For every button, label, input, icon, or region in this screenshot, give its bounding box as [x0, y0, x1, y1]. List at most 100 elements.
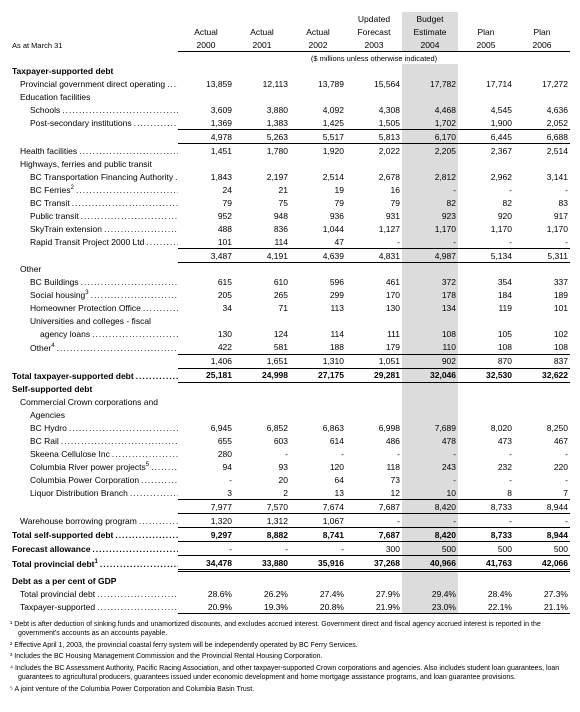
col-header-year: 2002	[290, 38, 346, 52]
value-cell: 114	[234, 235, 290, 249]
value-cell: 71	[234, 302, 290, 315]
value-cell: 1,310	[290, 354, 346, 368]
value-cell: 3,487	[178, 249, 234, 263]
value-cell: 79	[290, 196, 346, 209]
col-header-l2: Plan	[458, 25, 514, 38]
value-cell: 13	[290, 486, 346, 500]
value-cell: 1,505	[346, 116, 402, 130]
value-cell: 134	[402, 302, 458, 315]
value-cell: 8,944	[514, 528, 570, 542]
value-cell: 120	[290, 460, 346, 473]
value-cell: -	[402, 447, 458, 460]
value-cell: 2,052	[514, 116, 570, 130]
value-cell: -	[514, 473, 570, 486]
value-cell: 6,445	[458, 130, 514, 144]
value-cell: 21.1%	[514, 600, 570, 614]
row-label: Columbia River power projects5	[10, 460, 178, 473]
value-cell: 902	[402, 354, 458, 368]
value-cell: 4,092	[290, 103, 346, 116]
value-cell: 83	[514, 196, 570, 209]
col-header-l1	[290, 12, 346, 25]
value-cell: 188	[290, 341, 346, 355]
value-cell: 4,545	[458, 103, 514, 116]
value-cell: 6,852	[234, 421, 290, 434]
value-cell: 205	[178, 289, 234, 302]
value-cell: 27.9%	[346, 587, 402, 600]
value-cell: -	[234, 542, 290, 556]
value-cell: -	[458, 514, 514, 528]
col-header-year: 2006	[514, 38, 570, 52]
value-cell: 473	[458, 434, 514, 447]
value-cell: -	[290, 447, 346, 460]
value-cell: 5,813	[346, 130, 402, 144]
value-cell: 500	[402, 542, 458, 556]
value-cell: 24,998	[234, 368, 290, 382]
value-cell: 12,113	[234, 77, 290, 90]
value-cell: 1,843	[178, 170, 234, 183]
value-cell: 7,687	[346, 528, 402, 542]
value-cell: 130	[346, 302, 402, 315]
footnote: ² Effective April 1, 2003, the provincia…	[10, 641, 570, 650]
row-label: Other4	[10, 341, 178, 355]
value-cell: -	[402, 473, 458, 486]
col-header-year: 2003	[346, 38, 402, 52]
value-cell: 6,998	[346, 421, 402, 434]
row-label: BC Rail	[10, 434, 178, 447]
value-cell: 5,263	[234, 130, 290, 144]
value-cell: 500	[514, 542, 570, 556]
subsection-label: Education facilities	[10, 90, 178, 103]
value-cell: 4,831	[346, 249, 402, 263]
value-cell: 4,978	[178, 130, 234, 144]
value-cell: 581	[234, 341, 290, 355]
col-header-year: 2005	[458, 38, 514, 52]
value-cell: -	[458, 183, 514, 196]
value-cell: 2,205	[402, 144, 458, 158]
value-cell: 13,789	[290, 77, 346, 90]
value-cell: 1,044	[290, 222, 346, 235]
value-cell: 93	[234, 460, 290, 473]
subsection-label: Highways, ferries and public transit	[10, 157, 178, 170]
row-label: Health facilities	[10, 144, 178, 158]
value-cell: 243	[402, 460, 458, 473]
value-cell: 923	[402, 209, 458, 222]
value-cell: 8,250	[514, 421, 570, 434]
value-cell: 114	[290, 328, 346, 341]
value-cell: 1,320	[178, 514, 234, 528]
value-cell: 6,688	[514, 130, 570, 144]
value-cell: 836	[234, 222, 290, 235]
value-cell: -	[514, 447, 570, 460]
col-header-l2: Actual	[290, 25, 346, 38]
col-header-l1: Budget	[402, 12, 458, 25]
value-cell: 5,134	[458, 249, 514, 263]
value-cell: 24	[178, 183, 234, 196]
col-header-l2: Forecast	[346, 25, 402, 38]
value-cell: 105	[458, 328, 514, 341]
value-cell: 73	[346, 473, 402, 486]
value-cell: 1,702	[402, 116, 458, 130]
value-cell: 189	[514, 289, 570, 302]
value-cell: 931	[346, 209, 402, 222]
col-header-l1	[178, 12, 234, 25]
value-cell: 422	[178, 341, 234, 355]
value-cell: 6,170	[402, 130, 458, 144]
value-cell: 108	[402, 328, 458, 341]
row-label: Homeowner Protection Office	[10, 302, 178, 315]
value-cell: 34	[178, 302, 234, 315]
value-cell: 8,733	[458, 528, 514, 542]
value-cell: 2,514	[514, 144, 570, 158]
value-cell: -	[178, 542, 234, 556]
value-cell: 1,406	[178, 354, 234, 368]
value-cell: 111	[346, 328, 402, 341]
value-cell: 6,863	[290, 421, 346, 434]
value-cell: 8,944	[514, 500, 570, 514]
units-note: ($ millions unless otherwise indicated)	[178, 52, 570, 65]
value-cell: 22.1%	[458, 600, 514, 614]
value-cell: 29,281	[346, 368, 402, 382]
value-cell: 1,383	[234, 116, 290, 130]
value-cell: 82	[458, 196, 514, 209]
value-cell: 2,022	[346, 144, 402, 158]
value-cell: 35,916	[290, 556, 346, 571]
value-cell: -	[514, 514, 570, 528]
section-heading: Taxpayer-supported debt	[10, 64, 178, 77]
value-cell: 28.4%	[458, 587, 514, 600]
